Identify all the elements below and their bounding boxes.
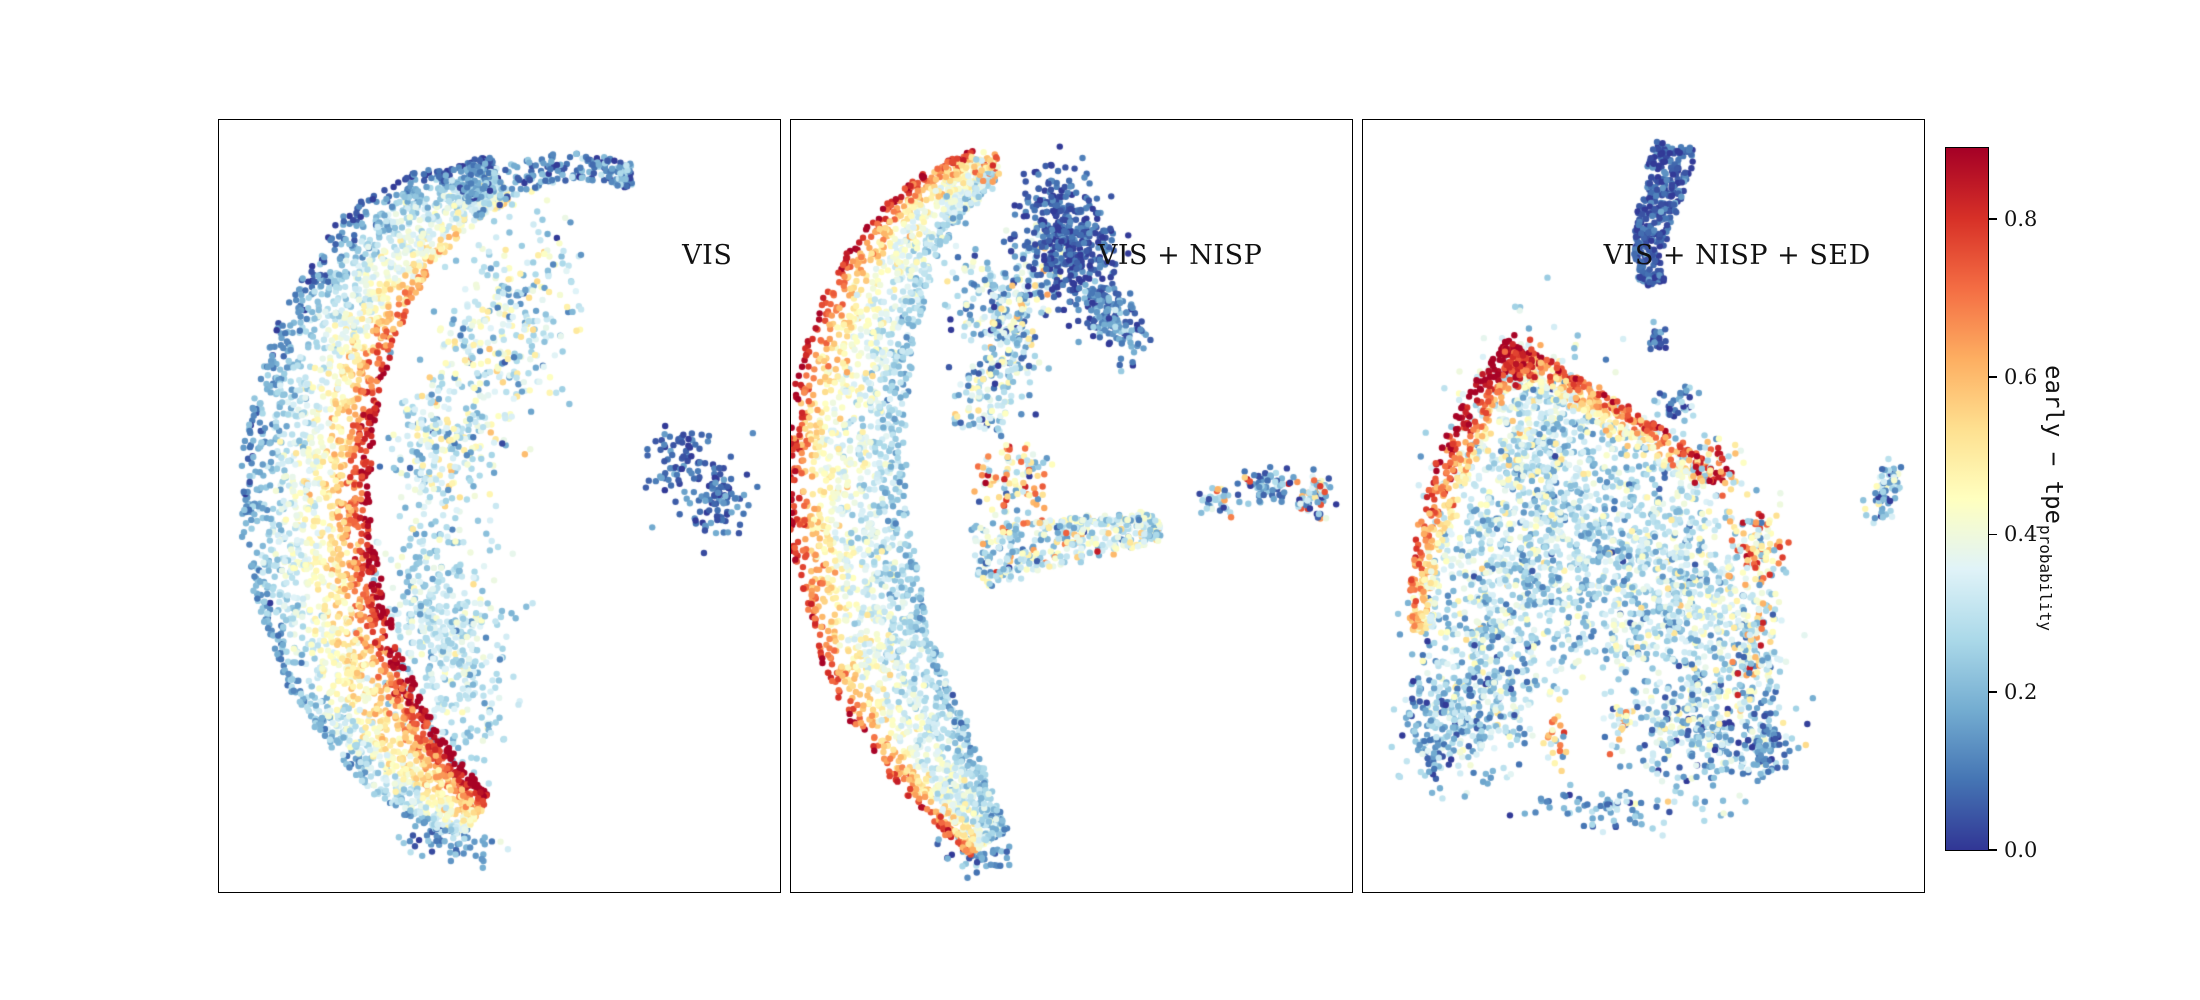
colorbar-label-subscript: probability — [2036, 524, 2055, 631]
colorbar-tick-label: 0.2 — [2004, 680, 2038, 705]
colorbar: 0.0 0.2 0.4 0.6 0.8 — [1945, 147, 2037, 862]
colorbar-label: early − tpeprobability — [2036, 365, 2068, 631]
panel-label-vis: VIS — [682, 240, 733, 272]
colorbar-label-text: early − tpe — [2040, 365, 2068, 524]
panel-vis: VIS — [218, 119, 781, 893]
colorbar-tick — [1988, 691, 1997, 694]
colorbar-tick — [1988, 375, 1997, 378]
colorbar-tick — [1988, 218, 1997, 220]
colorbar-tick-label: 0.6 — [2004, 364, 2038, 389]
panel-label-vis-nisp-sed: VIS + NISP + SED — [1603, 240, 1871, 272]
colorbar-tick-label: 0.8 — [2004, 206, 2038, 231]
scatter-canvas-vis-nisp — [791, 120, 1352, 892]
scatter-canvas-vis — [219, 120, 780, 892]
panel-label-vis-nisp: VIS + NISP — [1097, 240, 1263, 272]
colorbar-tick-label: 0.4 — [2004, 522, 2038, 547]
colorbar-tick — [1988, 533, 1997, 536]
colorbar-tick — [1988, 849, 1997, 851]
colorbar-gradient — [1946, 148, 1988, 850]
scatter-canvas-vis-nisp-sed — [1363, 120, 1924, 892]
panel-vis-nisp: VIS + NISP — [790, 119, 1353, 893]
colorbar-tick-label: 0.0 — [2004, 838, 2038, 862]
panel-vis-nisp-sed: VIS + NISP + SED — [1362, 119, 1925, 893]
